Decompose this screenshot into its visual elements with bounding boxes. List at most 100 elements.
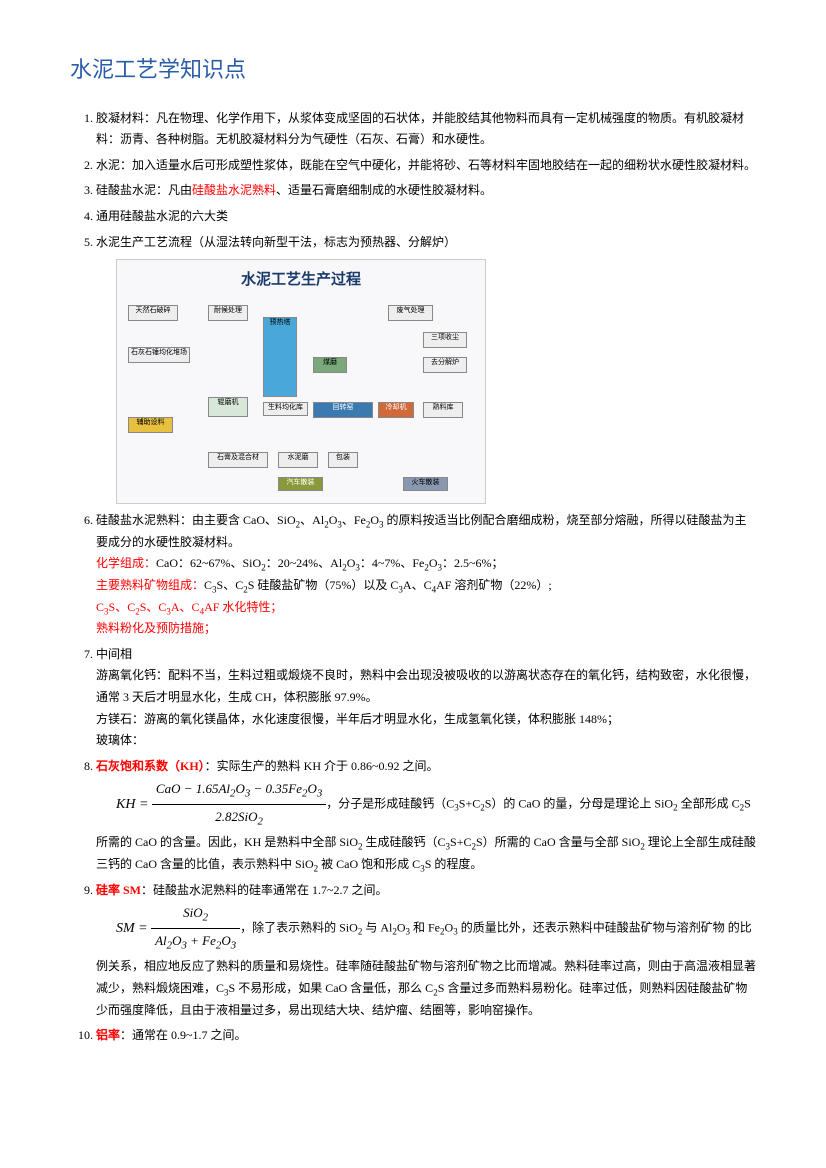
kh-formula: KH = CaO − 1.65Al2O3 − 0.35Fe2O3 2.82SiO… [116,777,326,832]
item-7-l2: 游离氧化钙：配料不当，生料过粗或煅烧不良时，熟料中会出现没被吸收的以游离状态存在… [96,668,756,704]
t: S）的 CaO 的量，分母是理论上 SiO [485,797,673,811]
blk-kiln: 回转窑 [313,402,373,418]
item-7-l3: 方镁石：游离的氧化镁晶体，水化速度很慢，半年后才明显水化，生成氢氧化镁，体积膨胀… [96,712,619,726]
item-6-l4: C3S、C2S、C3A、C4AF 水化特性； [96,600,282,614]
t: S、C [217,578,244,592]
kh-den: 2.82SiO2 [152,805,326,832]
blk-calciner: 去分解炉 [423,357,467,373]
t: 生成硅酸钙（C [363,835,446,849]
sm-num: SiO2 [151,901,240,929]
t: S、C [140,600,167,614]
t: CaO − 1.65Al [156,781,230,796]
t: O [397,921,406,935]
t: S 硅酸盐矿物（75%）以及 C [248,578,399,592]
item-6: 硅酸盐水泥熟料：由主要含 CaO、SiO2、Al2O3、Fe2O3 的原料按适当… [96,510,756,640]
item-6-l3-red: 主要熟料矿物组成： [96,578,204,592]
t: O [235,781,244,796]
item-3-pre: 硅酸盐水泥：凡由 [96,183,192,197]
sm-den: Al2O3 + Fe2O3 [151,929,240,956]
t: O [445,921,454,935]
blk-weather: 耐候处理 [208,305,248,321]
t: 所需的 CaO 的含量。因此，KH 是熟料中全部 SiO [96,835,358,849]
item-9-red: 硅率 SM [96,883,141,897]
blk-train: 火车散装 [403,477,448,491]
t: S 的程度。 [425,857,483,871]
item-5-text: 水泥生产工艺流程（从湿法转向新型干法，标志为预热器、分解炉） [96,235,456,249]
item-10-post: ：通常在 0.9~1.7 之间。 [120,1028,247,1042]
item-4: 通用硅酸盐水泥的六大类 [96,206,756,228]
main-list: 胶凝材料：凡在物理、化学作用下，从浆体变成坚固的石状体，并能胶结其他物料而具有一… [70,108,756,1047]
t: 的质量比外，还表示熟料中硅酸盐矿物与溶剂矿物 [458,921,725,935]
sm-formula: SM = SiO2 Al2O3 + Fe2O3 [116,901,240,956]
t: CaO：62~67%、SiO [156,556,261,570]
t: 硅酸盐水泥熟料：由主要含 CaO、SiO [96,513,296,527]
item-6-l5: 熟料粉化及预防措施； [96,621,216,635]
t: A、C [403,578,432,592]
t: S+C [459,797,480,811]
t: O [429,556,438,570]
t: 全部形成 C [678,797,740,811]
kh-frac: CaO − 1.65Al2O3 − 0.35Fe2O3 2.82SiO2 [152,777,326,832]
blk-truck: 汽车散装 [278,477,323,491]
t: − 0.35Fe [250,781,302,796]
item-2-text: 水泥：加入适量水后可形成塑性浆体，既能在空气中硬化，并能将砂、石等材料牢固地胶结… [96,158,756,172]
t: O [307,781,316,796]
item-7-l1: 中间相 [96,647,132,661]
t: ：2.5~6%； [442,556,504,570]
diagram-title: 水泥工艺生产过程 [123,266,479,293]
item-6-l2-red: 化学组成： [96,556,156,570]
t: S+C [450,835,471,849]
item-3-red: 硅酸盐水泥熟料 [192,183,276,197]
blk-gas: 废气处理 [388,305,433,321]
t: 2.82SiO [215,809,257,824]
blk-gypsum: 石膏及混合材 [208,452,268,468]
item-3: 硅酸盐水泥：凡由硅酸盐水泥熟料、适量石膏磨细制成的水硬性胶凝材料。 [96,180,756,202]
t: O [221,933,230,948]
item-8-post: ：实际生产的熟料 KH 介于 0.86~0.92 之间。 [205,759,439,773]
blk-rollmill: 辊磨机 [208,397,248,417]
blk-homog: 石灰石锤均化堆场 [128,347,190,363]
blk-coal: 煤磨 [313,357,347,373]
sm-label: SM = [116,921,148,936]
t: Al [155,933,167,948]
t: 被 CaO 饱和形成 C [318,857,420,871]
sm-frac: SiO2 Al2O3 + Fe2O3 [151,901,240,956]
item-4-text: 通用硅酸盐水泥的六大类 [96,209,228,223]
diagram-body: 天然石破碎 石灰石锤均化堆场 辅助设料 耐候处理 辊磨机 预热塔 生料均化库 煤… [123,297,479,497]
item-3-post: 、适量石膏磨细制成的水硬性胶凝材料。 [276,183,492,197]
t: O [370,513,379,527]
item-1-text: 胶凝材料：凡在物理、化学作用下，从浆体变成坚固的石状体，并能胶结其他物料而具有一… [96,111,744,147]
blk-cementmill: 水泥磨 [278,452,318,468]
item-1: 胶凝材料：凡在物理、化学作用下，从浆体变成坚固的石状体，并能胶结其他物料而具有一… [96,108,756,151]
page-title: 水泥工艺学知识点 [70,50,756,90]
item-9-post: ：硅酸盐水泥熟料的硅率通常在 1.7~2.7 之间。 [141,883,388,897]
blk-crusher: 天然石破碎 [128,305,178,321]
t: S）所需的 CaO 含量与全部 SiO [476,835,640,849]
t: S、C [109,600,136,614]
t: 、Al [300,513,324,527]
t: 与 Al [362,921,392,935]
t: ：4~7%、Fe [360,556,425,570]
item-9: 硅率 SM：硅酸盐水泥熟料的硅率通常在 1.7~2.7 之间。 SM = SiO… [96,880,756,1022]
t: C [96,600,104,614]
blk-pack: 包装 [328,452,358,468]
t: + Fe [187,933,216,948]
t: C [204,578,212,592]
item-10: 铝率：通常在 0.9~1.7 之间。 [96,1025,756,1047]
item-8: 石灰饱和系数（KH）：实际生产的熟料 KH 介于 0.86~0.92 之间。 K… [96,756,756,876]
process-diagram: 水泥工艺生产过程 天然石破碎 石灰石锤均化堆场 辅助设料 耐候处理 辊磨机 预热… [116,259,486,504]
t: AF 水化特性； [204,600,282,614]
t: S [744,797,751,811]
t: S 不易形成，如果 CaO 含量低，那么 C [229,981,434,995]
t: AF 溶剂矿物（22%）; [436,578,552,592]
t: 和 Fe [410,921,440,935]
item-2: 水泥：加入适量水后可形成塑性浆体，既能在空气中硬化，并能将砂、石等材料牢固地胶结… [96,155,756,177]
t: ，除了表示熟料的 SiO [240,921,358,935]
t: 、Fe [342,513,366,527]
item-8-red: 石灰饱和系数（KH） [96,759,205,773]
kh-num: CaO − 1.65Al2O3 − 0.35Fe2O3 [152,777,326,805]
blk-cooler: 冷却机 [378,402,414,418]
t: ，分子是形成硅酸钙（C [326,797,454,811]
blk-preheater: 预热塔 [263,317,297,397]
blk-clinkerstore: 熟料库 [423,402,463,418]
